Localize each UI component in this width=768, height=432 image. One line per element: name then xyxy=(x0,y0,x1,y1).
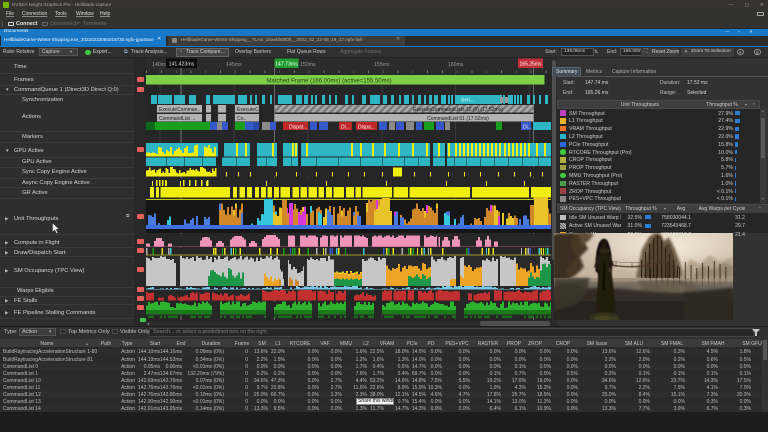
svg-text:Co..: Co.. xyxy=(237,116,246,122)
svg-text:160ms: 160ms xyxy=(448,62,464,68)
svg-text:Dispat...: Dispat... xyxy=(289,125,307,131)
svg-text:ExecuteC...: ExecuteC... xyxy=(237,107,263,113)
svg-text:CommandList 51 (17.52ms): CommandList 51 (17.52ms) xyxy=(427,116,489,122)
svg-text:140ms: 140ms xyxy=(152,62,168,68)
svg-text:Seri...: Seri... xyxy=(461,98,474,104)
svg-text:ExecuteCommandLists 12 (0) (17: ExecuteCommandLists 12 (0) (17.52ms) xyxy=(413,107,503,113)
svg-text:155ms: 155ms xyxy=(374,62,390,68)
svg-text:145ms: 145ms xyxy=(226,62,242,68)
svg-text:Matched Frame (166.00ms) (acti: Matched Frame (166.00ms) (active=155.50m… xyxy=(266,79,391,85)
svg-text:Di...: Di... xyxy=(523,125,532,131)
svg-text:165.25ms: 165.25ms xyxy=(520,62,542,68)
svg-text:CommandList ...: CommandList ... xyxy=(159,116,195,122)
svg-text:141.423ms: 141.423ms xyxy=(169,62,195,68)
svg-text:ExecuteComman..: ExecuteComman.. xyxy=(159,107,200,113)
svg-text:147.73ms: 147.73ms xyxy=(275,62,298,68)
svg-text:Di...: Di... xyxy=(341,125,350,131)
svg-text:150ms: 150ms xyxy=(300,62,316,68)
svg-text:Dispa...: Dispa... xyxy=(358,125,375,131)
